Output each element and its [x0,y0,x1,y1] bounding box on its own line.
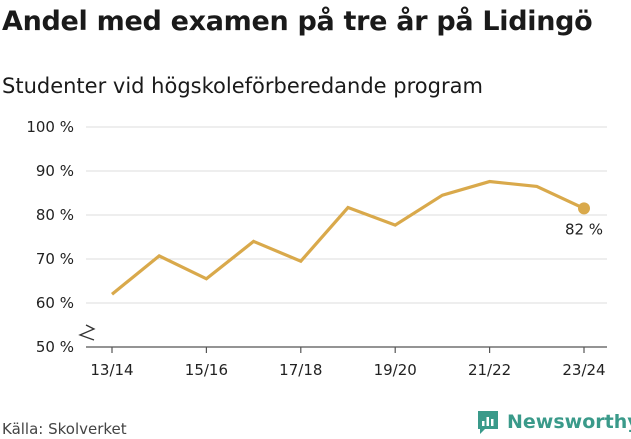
x-tick-label: 21/22 [468,361,511,379]
x-tick-label: 13/14 [90,361,133,379]
end-value-label: 82 % [565,220,603,238]
source-note: Källa: Skolverket [2,420,127,438]
x-tick-label: 15/16 [185,361,228,379]
data-series-line [110,179,585,296]
x-tick-label: 19/20 [374,361,417,379]
y-tick-label: 100 % [26,118,74,136]
x-tick-label: 17/18 [279,361,322,379]
y-tick-label: 90 % [36,162,74,180]
x-tick-label: 23/24 [562,361,605,379]
brand-logo: Newsworthy [476,409,631,435]
y-tick-label: 70 % [36,250,74,268]
chart-subtitle: Studenter vid högskoleförberedande progr… [2,74,483,98]
axis-break-marker [78,324,96,341]
chart-title: Andel med examen på tre år på Lidingö [2,6,593,37]
last-data-point [578,202,590,215]
newsworthy-chart-logo-icon [478,411,498,434]
brand-name: Newsworthy [507,411,631,433]
y-tick-label: 60 % [36,294,74,312]
y-tick-label: 80 % [36,206,74,224]
y-tick-label: 50 % [36,338,74,356]
